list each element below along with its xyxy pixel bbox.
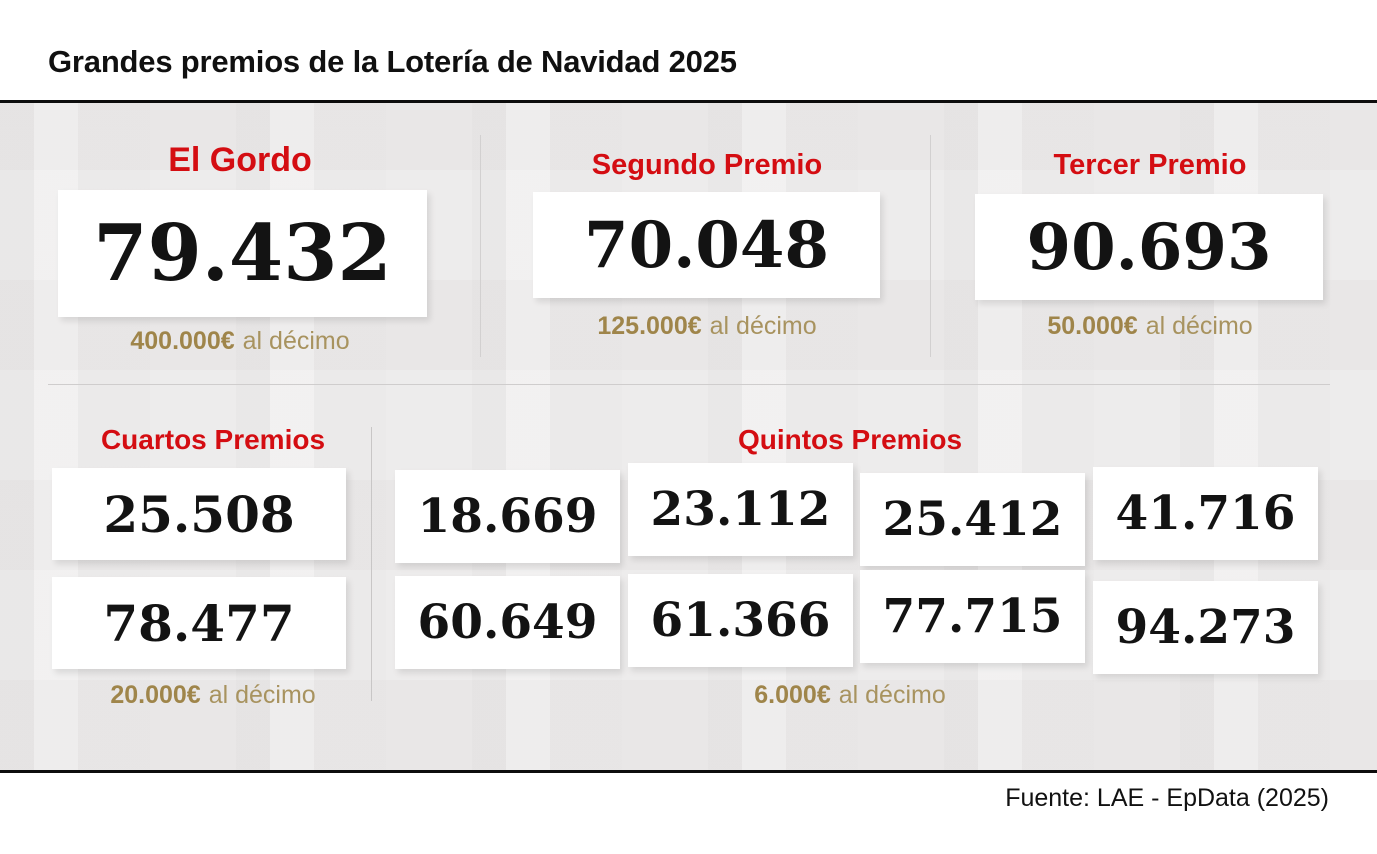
quintos-prize-amount: 6.000€ xyxy=(754,681,831,709)
horizontal-divider xyxy=(48,384,1330,385)
cuartos-premios-label: Cuartos Premios xyxy=(100,424,326,455)
prizes-panel: El Gordo 79.432 400.000€ al décimo Segund… xyxy=(0,103,1377,770)
quinto-number-box-2: 23.112 xyxy=(628,463,853,556)
el-gordo-number-box: 79.432 xyxy=(58,190,427,317)
segundo-premio-prize-unit: al décimo xyxy=(709,312,817,340)
source-credit: Fuente: LAE - EpData (2025) xyxy=(1005,784,1329,812)
segundo-premio-prize-amount: 125.000€ xyxy=(597,312,702,340)
quinto-number-box-6: 61.366 xyxy=(628,574,853,667)
quinto-number-box-7: 77.715 xyxy=(860,570,1085,663)
segundo-premio-prize-line: 125.000€ al décimo xyxy=(490,312,924,341)
quinto-number-box-5: 60.649 xyxy=(395,576,620,669)
footer-rule xyxy=(0,770,1377,773)
cuartos-prize-line: 20.000€ al décimo xyxy=(30,681,396,710)
cuartos-prize-amount: 20.000€ xyxy=(110,681,201,709)
quinto-number-box-3: 25.412 xyxy=(860,473,1085,566)
quinto-number-box-1: 18.669 xyxy=(395,470,620,563)
cuarto-number-box-2: 78.477 xyxy=(52,577,346,669)
tercer-premio-prize-unit: al décimo xyxy=(1145,312,1253,340)
quintos-prize-line: 6.000€ al décimo xyxy=(400,681,1300,710)
tercer-premio-number-box: 90.693 xyxy=(975,194,1323,300)
page-title: Grandes premios de la Lotería de Navidad… xyxy=(48,44,737,79)
tercer-premio-prize-amount: 50.000€ xyxy=(1047,312,1138,340)
segundo-premio-number-box: 70.048 xyxy=(533,192,880,298)
el-gordo-prize-amount: 400.000€ xyxy=(130,327,235,355)
vertical-divider-gordo-segundo xyxy=(480,135,481,357)
segundo-premio-label: Segundo Premio xyxy=(591,149,823,181)
tercer-premio-prize-line: 50.000€ al décimo xyxy=(940,312,1360,341)
quinto-number-box-4: 41.716 xyxy=(1093,467,1318,560)
vertical-divider-cuartos-quintos xyxy=(371,427,372,701)
quintos-premios-label: Quintos Premios xyxy=(737,424,963,455)
el-gordo-prize-unit: al décimo xyxy=(242,327,350,355)
cuartos-prize-unit: al décimo xyxy=(208,681,316,709)
title-underline-rule xyxy=(0,100,1377,103)
el-gordo-label: El Gordo xyxy=(168,141,312,179)
tercer-premio-label: Tercer Premio xyxy=(1053,149,1247,181)
quintos-prize-unit: al décimo xyxy=(838,681,946,709)
cuarto-number-box-1: 25.508 xyxy=(52,468,346,560)
vertical-divider-segundo-tercer xyxy=(930,135,931,357)
el-gordo-prize-line: 400.000€ al décimo xyxy=(48,327,432,356)
quinto-number-box-8: 94.273 xyxy=(1093,581,1318,674)
